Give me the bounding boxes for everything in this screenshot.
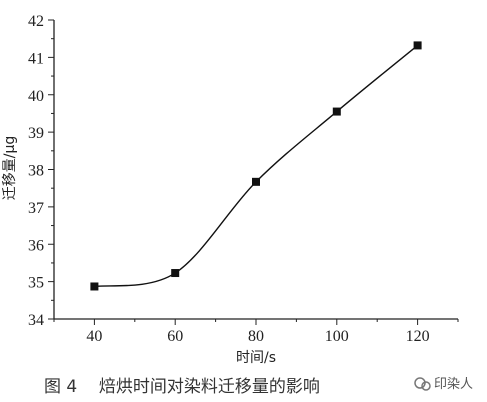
x-axis-label: 时间/s — [236, 350, 276, 366]
y-tick-label: 34 — [28, 312, 44, 329]
x-tick-label: 120 — [406, 328, 430, 345]
watermark-text: 印染人 — [434, 377, 473, 392]
figure-caption: 图 4 焙烘时间对染料迁移量的影响 — [44, 377, 320, 397]
y-tick-label: 41 — [28, 50, 44, 67]
data-point — [252, 177, 260, 186]
data-point — [413, 41, 422, 50]
data-point — [332, 107, 341, 116]
y-tick-label: 36 — [28, 237, 44, 254]
y-tick-label: 38 — [28, 163, 44, 180]
y-tick-label: 39 — [28, 125, 44, 142]
x-tick-label: 40 — [86, 328, 102, 345]
x-tick-label: 60 — [167, 328, 183, 345]
y-tick-label: 42 — [28, 13, 44, 30]
watermark: 印染人 — [414, 377, 473, 392]
axes — [53, 20, 458, 320]
wechat-icon — [414, 377, 426, 389]
y-axis-label: 迁移量/μg — [2, 136, 18, 201]
y-tick-label: 37 — [28, 200, 44, 217]
x-tick-label: 100 — [325, 328, 349, 345]
data-point — [171, 269, 180, 278]
fit-curve — [94, 44, 419, 288]
plot-area — [90, 41, 422, 291]
ticks: 40 60 80 100 120 34 35 36 37 38 39 40 41 42 — [28, 13, 459, 345]
wechat-icon-bubble — [421, 381, 431, 391]
data-point — [90, 282, 99, 291]
x-tick-label: 80 — [248, 328, 264, 345]
y-tick-label: 40 — [28, 88, 44, 105]
y-tick-label: 35 — [28, 275, 44, 292]
